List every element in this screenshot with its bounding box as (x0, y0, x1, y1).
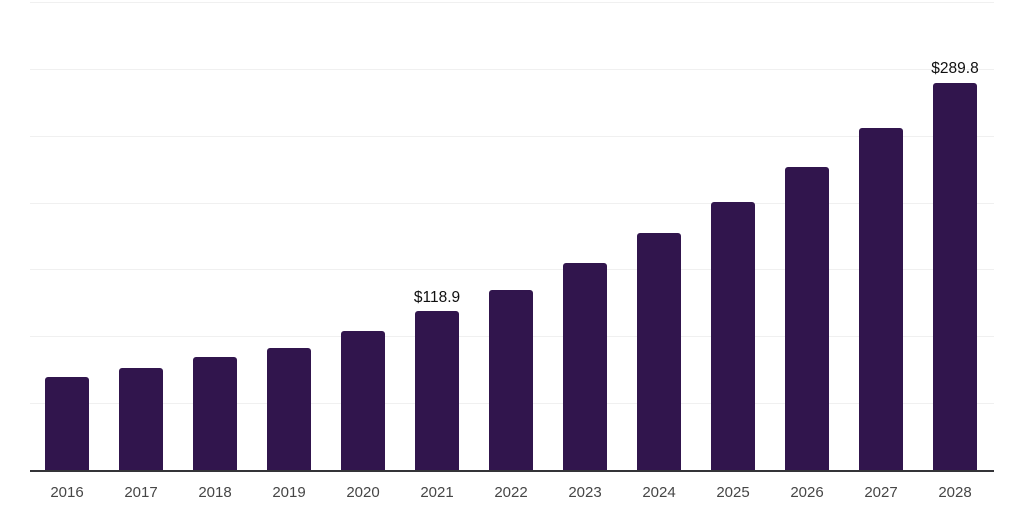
bar-2026 (785, 167, 829, 470)
gridline (30, 2, 994, 3)
x-tick-2021: 2021 (420, 484, 454, 501)
bar-2025 (711, 202, 755, 470)
x-tick-2027: 2027 (864, 484, 898, 501)
x-tick-2026: 2026 (790, 484, 824, 501)
x-tick-2017: 2017 (124, 484, 158, 501)
bar-2024 (637, 232, 681, 470)
value-label-2028: $289.8 (931, 60, 979, 77)
bar-2023 (563, 262, 607, 470)
bar-2018 (193, 356, 237, 470)
gridline (30, 135, 994, 137)
bar-2028 (933, 82, 977, 470)
value-label-2021: $118.9 (413, 288, 461, 306)
x-tick-2016: 2016 (50, 484, 84, 501)
plot-area: $118.9 $289.8 (30, 2, 994, 472)
bar-2022 (489, 290, 533, 470)
bar-2019 (267, 347, 311, 470)
x-tick-2018: 2018 (198, 484, 232, 501)
x-tick-2024: 2024 (642, 484, 676, 501)
gridline (30, 68, 994, 70)
x-tick-2022: 2022 (494, 484, 528, 501)
x-tick-2025: 2025 (716, 484, 750, 501)
gridline (30, 202, 994, 204)
x-tick-2028: 2028 (938, 484, 972, 501)
bar-2016 (45, 376, 89, 470)
x-tick-2019: 2019 (272, 484, 306, 501)
bar-2027 (859, 127, 903, 470)
x-tick-2020: 2020 (346, 484, 380, 501)
bar-2020 (341, 330, 385, 470)
bar-2017 (119, 367, 163, 470)
x-axis: 2016 2017 2018 2019 2020 2021 2022 2023 2024 2025… (30, 472, 994, 512)
gridline (30, 269, 994, 271)
bar-2021 (415, 311, 459, 470)
x-tick-2023: 2023 (568, 484, 602, 501)
